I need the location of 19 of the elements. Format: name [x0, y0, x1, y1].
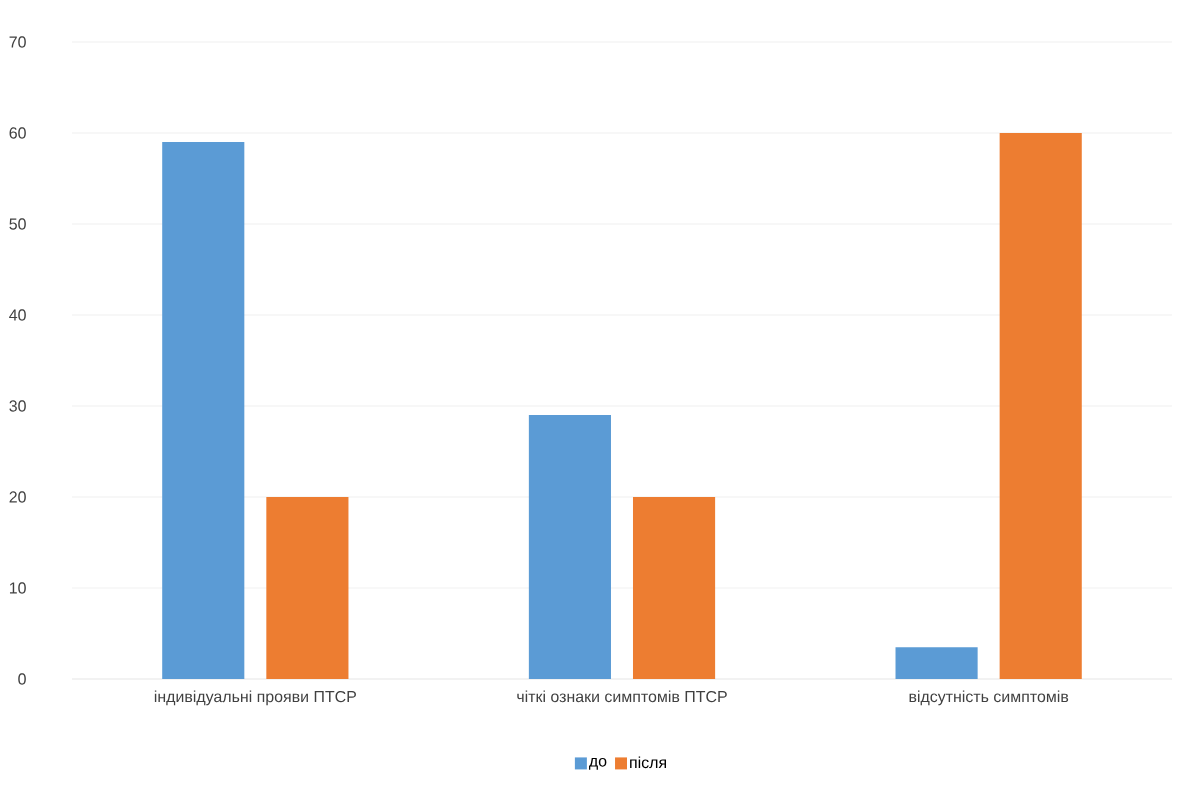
y-tick-label: 20 — [9, 491, 26, 503]
legend-label: після — [630, 756, 666, 769]
y-tick-label: 30 — [9, 400, 26, 412]
bar — [162, 142, 245, 679]
bar — [528, 415, 611, 679]
x-tick-label: чіткі ознаки симптомів ПТСР — [517, 690, 727, 703]
x-tick-label: індивідуальні прояви ПТСР — [154, 690, 356, 706]
y-tick-label: 60 — [9, 127, 26, 139]
bar — [266, 497, 349, 679]
bar — [999, 133, 1082, 679]
y-tick-label: 10 — [9, 582, 26, 594]
bar — [632, 497, 716, 679]
y-tick-label: 50 — [9, 218, 26, 230]
legend-label: до — [589, 757, 607, 770]
y-tick-label: 70 — [9, 36, 26, 48]
x-tick-label: відсутність симптомів — [909, 690, 1069, 706]
bar — [895, 647, 978, 679]
y-tick-label: 40 — [9, 309, 26, 321]
y-tick-label: 0 — [18, 673, 26, 685]
